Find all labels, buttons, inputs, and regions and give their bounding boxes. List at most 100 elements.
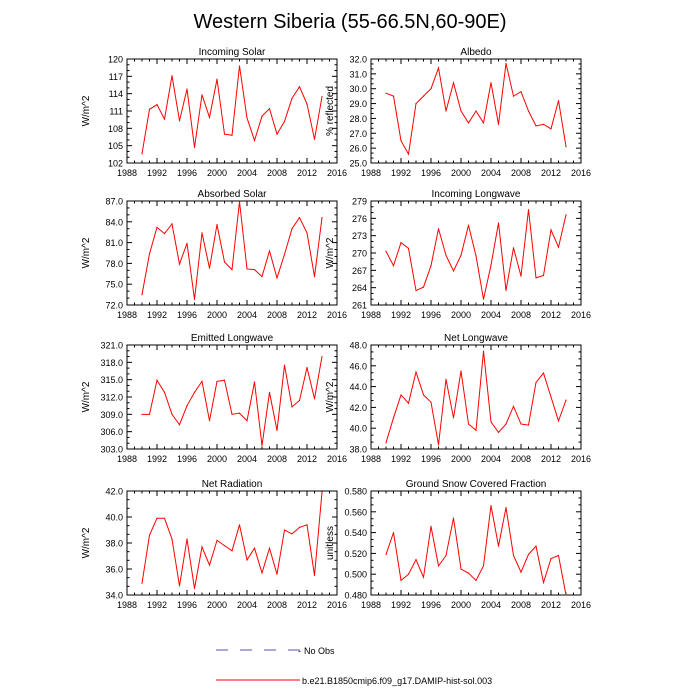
- x-tick-label: 2004: [237, 168, 257, 178]
- y-tick-label: 38.0: [105, 539, 123, 549]
- chart-panel: Incoming Solar W/m^2 1988 1992 1996 2000 2004 2…: [81, 47, 347, 178]
- y-tick-label: 114: [109, 89, 123, 99]
- x-tick-label: 2012: [297, 310, 317, 320]
- data-point: [400, 579, 402, 582]
- data-point: [565, 214, 567, 216]
- data-point: [163, 118, 166, 120]
- data-point: [298, 399, 301, 402]
- data-point: [321, 217, 323, 219]
- data-point: [527, 424, 530, 426]
- data-point: [415, 102, 417, 105]
- x-tick-label: 1988: [361, 600, 381, 610]
- x-tick-label: 2000: [451, 454, 471, 464]
- panel-title: Incoming Longwave: [432, 189, 521, 200]
- x-tick-label: 1996: [177, 454, 197, 464]
- x-tick-label: 2012: [297, 168, 317, 178]
- x-tick-label: 1996: [177, 168, 197, 178]
- y-tick-label: 84.0: [105, 217, 123, 227]
- y-tick-label: 31.0: [349, 69, 367, 79]
- data-point: [193, 587, 196, 590]
- data-point: [437, 67, 440, 69]
- data-point: [542, 274, 545, 277]
- data-point: [460, 370, 462, 372]
- x-tick-label: 2000: [451, 310, 471, 320]
- x-tick-label: 1988: [361, 454, 381, 464]
- data-point: [557, 100, 560, 102]
- series-line: [141, 492, 323, 589]
- legend: - No Obs b.e21.B1850cmip6.f09_g17.DAMIP-…: [216, 646, 492, 686]
- data-point: [298, 217, 301, 219]
- data-point: [467, 122, 470, 124]
- x-tick-label: 1988: [117, 454, 137, 464]
- data-point: [291, 406, 293, 408]
- data-point: [482, 298, 485, 300]
- data-point: [482, 565, 485, 567]
- x-tick-label: 1996: [177, 310, 197, 320]
- data-point: [186, 405, 188, 407]
- plot-frame: [126, 344, 338, 450]
- y-tick-label: 75.0: [105, 280, 123, 290]
- y-tick-label: 72.0: [105, 301, 123, 311]
- data-point: [313, 398, 316, 400]
- data-point: [565, 146, 567, 148]
- data-point: [156, 226, 158, 228]
- data-point: [246, 268, 248, 270]
- data-point: [437, 228, 440, 230]
- y-tick-label: 303.0: [100, 445, 123, 455]
- data-point: [542, 372, 545, 374]
- x-tick-label: 1996: [421, 600, 441, 610]
- data-point: [238, 412, 241, 414]
- y-tick-label: 0.560: [344, 507, 367, 517]
- data-point: [178, 263, 181, 265]
- data-point: [163, 391, 166, 393]
- panel-title: Ground Snow Covered Fraction: [406, 479, 547, 490]
- data-point: [291, 97, 293, 99]
- x-tick-label: 2016: [571, 310, 591, 320]
- y-axis-label: W/m^2: [325, 381, 336, 412]
- data-point: [193, 391, 196, 393]
- data-point: [422, 95, 425, 97]
- data-point: [520, 91, 522, 93]
- x-tick-label: 2008: [511, 454, 531, 464]
- data-point: [400, 242, 402, 244]
- x-tick-label: 1992: [147, 310, 167, 320]
- y-tick-label: 25.0: [349, 159, 367, 169]
- data-point: [156, 517, 158, 519]
- data-point: [497, 431, 500, 433]
- data-point: [407, 153, 410, 155]
- data-point: [452, 517, 455, 519]
- y-tick-label: 105: [108, 141, 123, 151]
- x-tick-label: 2000: [207, 168, 227, 178]
- data-point: [490, 82, 492, 84]
- data-point: [276, 277, 278, 279]
- data-point: [452, 82, 455, 84]
- data-point: [201, 380, 203, 382]
- x-tick-label: 2016: [571, 600, 591, 610]
- chart-panel: Emitted Longwave W/m^2 1988 1992 1996 2000 200…: [81, 333, 347, 464]
- data-point: [392, 95, 395, 97]
- data-point: [298, 86, 301, 88]
- series-line: [141, 201, 323, 300]
- data-point: [505, 423, 507, 425]
- data-point: [186, 88, 188, 90]
- data-point: [201, 232, 203, 234]
- data-point: [392, 265, 395, 267]
- data-point: [520, 275, 522, 277]
- data-point: [246, 420, 248, 422]
- plot-frame: [126, 58, 338, 164]
- data-point: [261, 444, 263, 447]
- data-point: [430, 401, 432, 403]
- data-point: [238, 524, 241, 526]
- data-point: [437, 444, 440, 446]
- data-point: [283, 253, 286, 255]
- y-tick-label: 267: [352, 266, 367, 276]
- data-point: [283, 120, 286, 122]
- x-tick-label: 2008: [267, 168, 287, 178]
- data-point: [482, 122, 485, 124]
- y-tick-label: 264: [352, 283, 367, 293]
- x-tick-label: 1988: [117, 310, 137, 320]
- data-point: [505, 62, 507, 65]
- x-tick-label: 2016: [571, 168, 591, 178]
- data-point: [231, 550, 233, 552]
- data-point: [223, 261, 226, 263]
